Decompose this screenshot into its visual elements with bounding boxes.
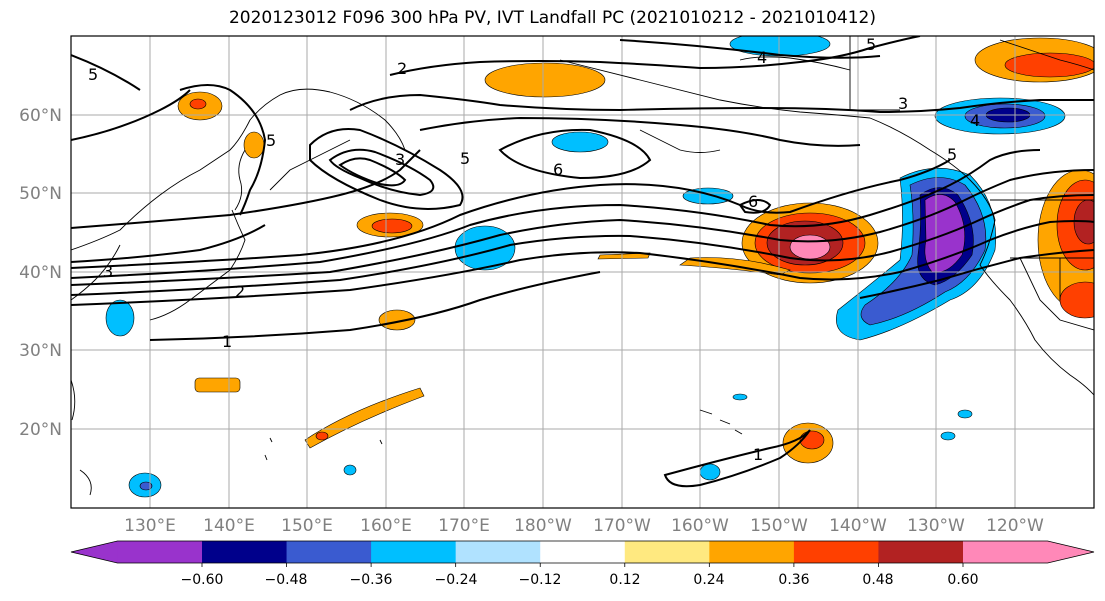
map-title: 2020123012 F096 300 hPa PV, IVT Landfall… bbox=[228, 8, 876, 28]
colorbar-ticks: −0.60 −0.48 −0.36 −0.24 −0.12 0.12 0.24 … bbox=[181, 572, 979, 588]
lat-label: 40°N bbox=[19, 263, 62, 283]
contour-label: 6 bbox=[553, 160, 563, 179]
colorbar-segment bbox=[202, 541, 288, 563]
contour-label: 5 bbox=[266, 131, 276, 150]
colorbar-tick-label: −0.48 bbox=[265, 572, 308, 588]
lat-label: 20°N bbox=[19, 420, 62, 440]
colorbar-segment bbox=[117, 541, 202, 563]
lon-labels: 130°E 140°E 150°E 160°E 170°E 180°W 170°… bbox=[124, 516, 1044, 536]
contour-label: 5 bbox=[88, 65, 98, 84]
colorbar-tick-label: −0.60 bbox=[181, 572, 224, 588]
contour-label: 4 bbox=[970, 111, 980, 130]
colorbar bbox=[70, 540, 1095, 567]
colorbar-tick-label: 0.12 bbox=[609, 572, 640, 588]
colorbar-segment bbox=[963, 541, 1048, 563]
lon-label: 120°W bbox=[986, 516, 1044, 536]
contour-label: 5 bbox=[866, 35, 876, 54]
colorbar-tick-label: 0.24 bbox=[693, 572, 724, 588]
contour-label: 4 bbox=[757, 48, 767, 67]
colorbar-segment bbox=[286, 541, 372, 563]
lon-label: 160°E bbox=[360, 516, 412, 536]
map-border bbox=[70, 35, 1095, 509]
colorbar-outline bbox=[70, 540, 1095, 564]
colorbar-segment bbox=[709, 541, 795, 563]
lon-label: 180°W bbox=[514, 516, 572, 536]
lon-label: 140°W bbox=[829, 516, 887, 536]
colorbar-segment bbox=[793, 541, 879, 563]
contour-label: 5 bbox=[947, 145, 957, 164]
lon-label: 170°E bbox=[438, 516, 490, 536]
lat-label: 60°N bbox=[19, 106, 62, 126]
shaded-anomalies bbox=[105, 36, 1094, 498]
lat-labels: 60°N 50°N 40°N 30°N 20°N bbox=[19, 106, 62, 440]
contour-label-group: 1 1 2 2 3 3 3 4 4 5 5 5 5 5 6 6 bbox=[88, 35, 980, 464]
pv-contours bbox=[71, 36, 1094, 488]
lon-label: 130°E bbox=[124, 516, 176, 536]
lon-label: 130°W bbox=[907, 516, 965, 536]
contour-label: 2 bbox=[235, 282, 245, 301]
colorbar-tick-label: 0.36 bbox=[778, 572, 809, 588]
colorbar-tick-label: −0.12 bbox=[519, 572, 562, 588]
colorbar-tick-label: 0.60 bbox=[947, 572, 978, 588]
lat-label: 50°N bbox=[19, 184, 62, 204]
lon-label: 170°W bbox=[593, 516, 651, 536]
colorbar-segment bbox=[371, 541, 457, 563]
colorbar-tick-label: 0.48 bbox=[862, 572, 893, 588]
colorbar-segment bbox=[71, 541, 119, 563]
colorbar-tick-label: −0.24 bbox=[435, 572, 478, 588]
lon-label: 150°W bbox=[750, 516, 808, 536]
colorbar-segment bbox=[455, 541, 541, 563]
contour-label: 3 bbox=[103, 262, 113, 281]
colorbar-tick-label: −0.36 bbox=[350, 572, 393, 588]
contour-label: 3 bbox=[395, 150, 405, 169]
lon-label: 140°E bbox=[203, 516, 255, 536]
colorbar-segment bbox=[878, 541, 964, 563]
contour-label: 2 bbox=[397, 59, 407, 78]
contour-label: 1 bbox=[222, 332, 232, 351]
contour-label: 3 bbox=[898, 94, 908, 113]
lon-label: 150°E bbox=[281, 516, 333, 536]
colorbar-segment bbox=[540, 541, 626, 563]
colorbar-segment bbox=[1046, 541, 1094, 563]
contour-label: 5 bbox=[460, 149, 470, 168]
lat-label: 30°N bbox=[19, 341, 62, 361]
contour-label: 1 bbox=[753, 445, 763, 464]
colorbar-segment bbox=[624, 541, 710, 563]
contour-label: 6 bbox=[748, 192, 758, 211]
lon-label: 160°W bbox=[671, 516, 729, 536]
